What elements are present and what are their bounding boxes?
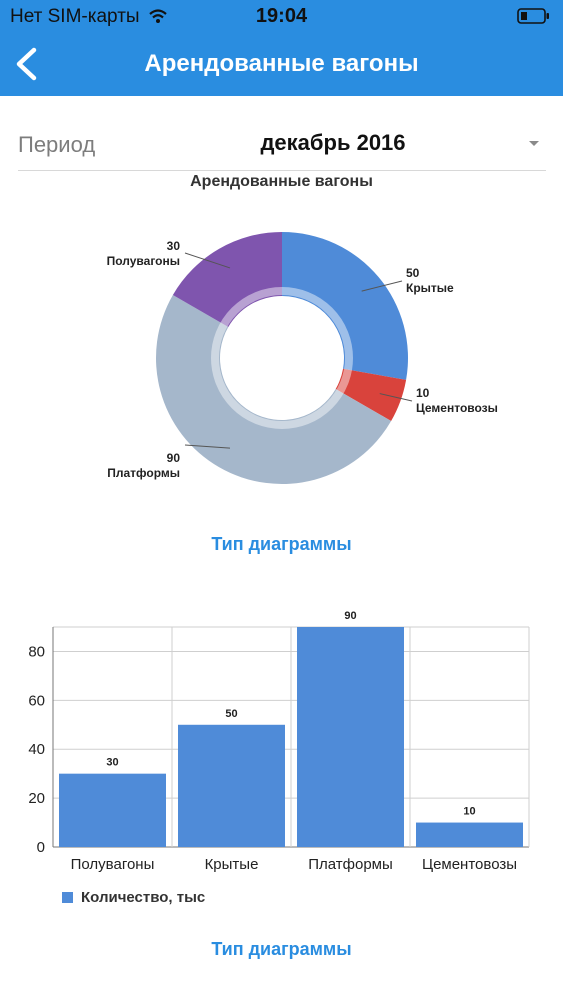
period-dropdown[interactable]: декабрь 2016 [198,118,546,170]
period-row: Период декабрь 2016 [18,118,546,171]
x-tick-label: Платформы [308,856,393,873]
pie-slice [282,232,408,380]
header: Нет SIM-карты 19:04 Арендованные вагоны [0,0,563,96]
legend-label: Количество, тыс [81,889,206,906]
pie-slice [335,368,407,421]
bar [297,627,404,847]
pie-slice [156,295,392,484]
x-tick-label: Полувагоны [71,856,155,873]
pie-chart-title: Арендованные вагоны [190,173,373,190]
pie-slice [172,232,282,327]
bar-value-label: 10 [463,806,475,818]
carrier-label: Нет SIM-карты [10,6,140,27]
legend: Количество, тыс [62,889,205,906]
back-button[interactable] [6,40,50,88]
bar [416,822,523,847]
pie-category-label: Полувагоны [107,254,180,268]
y-tick-label: 40 [28,741,45,758]
pie-category-label: Цементовозы [416,401,498,415]
pie-value-label: 50 [406,266,420,280]
bar-chart: 0 20 40 60 80 30 Полувагоны 50 Крытые 90 Платформы… [28,610,530,873]
pie-leader-line [379,393,413,402]
bar [59,773,166,847]
pie-value-label: 10 [416,386,430,400]
battery-icon [517,8,549,24]
x-tick-label: Цементовозы [422,856,517,873]
pie-value-label: 30 [167,239,181,253]
pie-leader-line [361,280,403,292]
y-tick-label: 80 [28,643,45,660]
status-bar: Нет SIM-карты 19:04 [0,0,563,32]
x-tick-label: Крытые [205,856,259,873]
chart-type-link-bar[interactable]: Тип диаграммы [211,939,352,959]
y-tick-label: 20 [28,790,45,807]
pie-category-label: Платформы [107,466,180,480]
pie-category-label: Крытые [406,281,454,295]
pie-leader-line [184,252,231,269]
bar-value-label: 50 [225,708,237,720]
status-time: 19:04 [255,5,308,27]
y-tick-label: 0 [37,839,45,856]
period-value: декабрь 2016 [260,130,406,155]
bar-value-label: 90 [344,610,356,622]
page-title: Арендованные вагоны [144,50,419,77]
period-label: Период [18,132,96,157]
legend-swatch [62,892,73,903]
caret-down-icon [529,141,539,146]
pie-leader-line [184,444,231,449]
pie-value-label: 90 [167,451,181,465]
chart-type-link[interactable]: Тип диаграммы [211,534,352,554]
bar [178,724,285,847]
nav-bar: Арендованные вагоны [0,32,563,96]
donut-inner-ring [211,287,353,429]
chevron-left-icon [16,47,37,81]
bar-value-label: 30 [106,757,118,769]
y-tick-label: 60 [28,692,45,709]
donut-hole [222,298,342,418]
wifi-icon [149,9,167,23]
